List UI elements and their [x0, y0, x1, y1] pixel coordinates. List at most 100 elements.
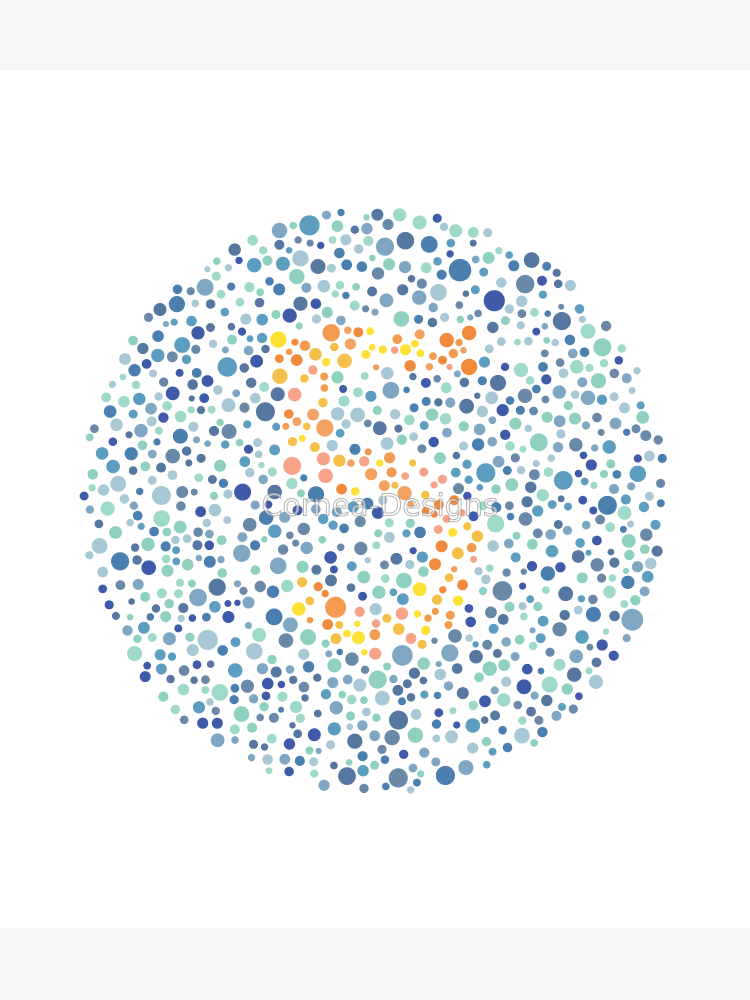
- dot: [218, 478, 229, 488]
- dot: [476, 484, 484, 491]
- dot: [569, 649, 583, 664]
- dot: [497, 693, 511, 707]
- dot: [360, 665, 370, 674]
- dot: [518, 602, 527, 611]
- dot: [573, 605, 583, 615]
- dot: [551, 710, 562, 722]
- dot: [521, 496, 533, 508]
- dot: [79, 491, 89, 501]
- dot: [433, 499, 444, 510]
- dot: [555, 358, 565, 367]
- dot: [335, 428, 345, 438]
- dot: [166, 674, 175, 684]
- dot: [416, 278, 427, 289]
- dot: [425, 363, 434, 371]
- dot: [516, 679, 532, 695]
- dot: [366, 327, 374, 336]
- dot: [453, 595, 464, 606]
- dot: [375, 237, 395, 256]
- dot: [416, 349, 425, 358]
- dot: [590, 373, 607, 389]
- dot: [361, 222, 373, 235]
- dot: [213, 257, 221, 266]
- dot: [624, 549, 635, 561]
- dot: [191, 344, 201, 354]
- dot: [187, 379, 198, 390]
- dot: [519, 582, 527, 590]
- dot: [509, 417, 522, 430]
- dot: [326, 440, 338, 452]
- dot: [595, 514, 605, 525]
- dot: [301, 282, 312, 293]
- dot: [237, 327, 247, 336]
- dot: [318, 779, 330, 791]
- dot: [259, 702, 269, 712]
- dot: [396, 572, 412, 589]
- dot: [262, 754, 273, 765]
- dot: [439, 586, 447, 594]
- dot: [462, 459, 472, 469]
- dot: [371, 308, 379, 316]
- dot: [434, 708, 444, 718]
- dot: [541, 323, 549, 330]
- dot: [286, 478, 298, 490]
- dot: [591, 657, 602, 668]
- dot: [558, 586, 574, 602]
- dot: [453, 370, 461, 378]
- dot: [492, 581, 513, 601]
- dot: [159, 377, 169, 387]
- dot: [455, 301, 464, 309]
- dot: [488, 416, 497, 425]
- dot: [412, 778, 421, 787]
- dot: [338, 690, 347, 699]
- dot: [589, 506, 598, 515]
- dot: [382, 381, 400, 399]
- dot: [277, 691, 288, 702]
- dot: [571, 550, 585, 563]
- dot: [346, 583, 356, 592]
- dot: [420, 236, 438, 253]
- top-band: [0, 0, 750, 70]
- dot: [353, 387, 363, 398]
- dot: [465, 616, 477, 628]
- dot: [381, 367, 394, 380]
- dot: [346, 561, 357, 572]
- dot: [510, 552, 521, 563]
- dot: [448, 348, 459, 359]
- dot: [492, 648, 502, 658]
- watermark: Cornea-Designs: [262, 489, 499, 524]
- dot: [350, 407, 365, 423]
- dot: [371, 619, 381, 628]
- dot: [380, 755, 390, 764]
- dot: [504, 304, 514, 314]
- dot: [196, 453, 206, 463]
- dot: [378, 495, 388, 505]
- dot: [321, 306, 333, 318]
- dot: [243, 345, 254, 356]
- dot: [552, 442, 564, 453]
- dot: [344, 338, 356, 350]
- dot: [235, 438, 244, 447]
- dot: [505, 396, 515, 405]
- dot: [558, 702, 566, 711]
- dot: [268, 524, 282, 538]
- dot: [217, 357, 237, 377]
- dot: [456, 687, 469, 700]
- dot: [364, 448, 372, 456]
- dot: [383, 258, 396, 271]
- dot: [449, 495, 460, 506]
- dot: [363, 214, 370, 221]
- dot: [569, 438, 583, 452]
- dot: [133, 634, 142, 643]
- dot: [209, 491, 219, 500]
- dot: [362, 707, 371, 717]
- dot: [140, 591, 151, 603]
- dot: [438, 355, 447, 365]
- dot: [558, 368, 569, 379]
- dot: [279, 753, 291, 765]
- dot: [176, 486, 189, 498]
- dot: [186, 315, 197, 327]
- dot: [644, 557, 657, 570]
- dot: [495, 247, 503, 255]
